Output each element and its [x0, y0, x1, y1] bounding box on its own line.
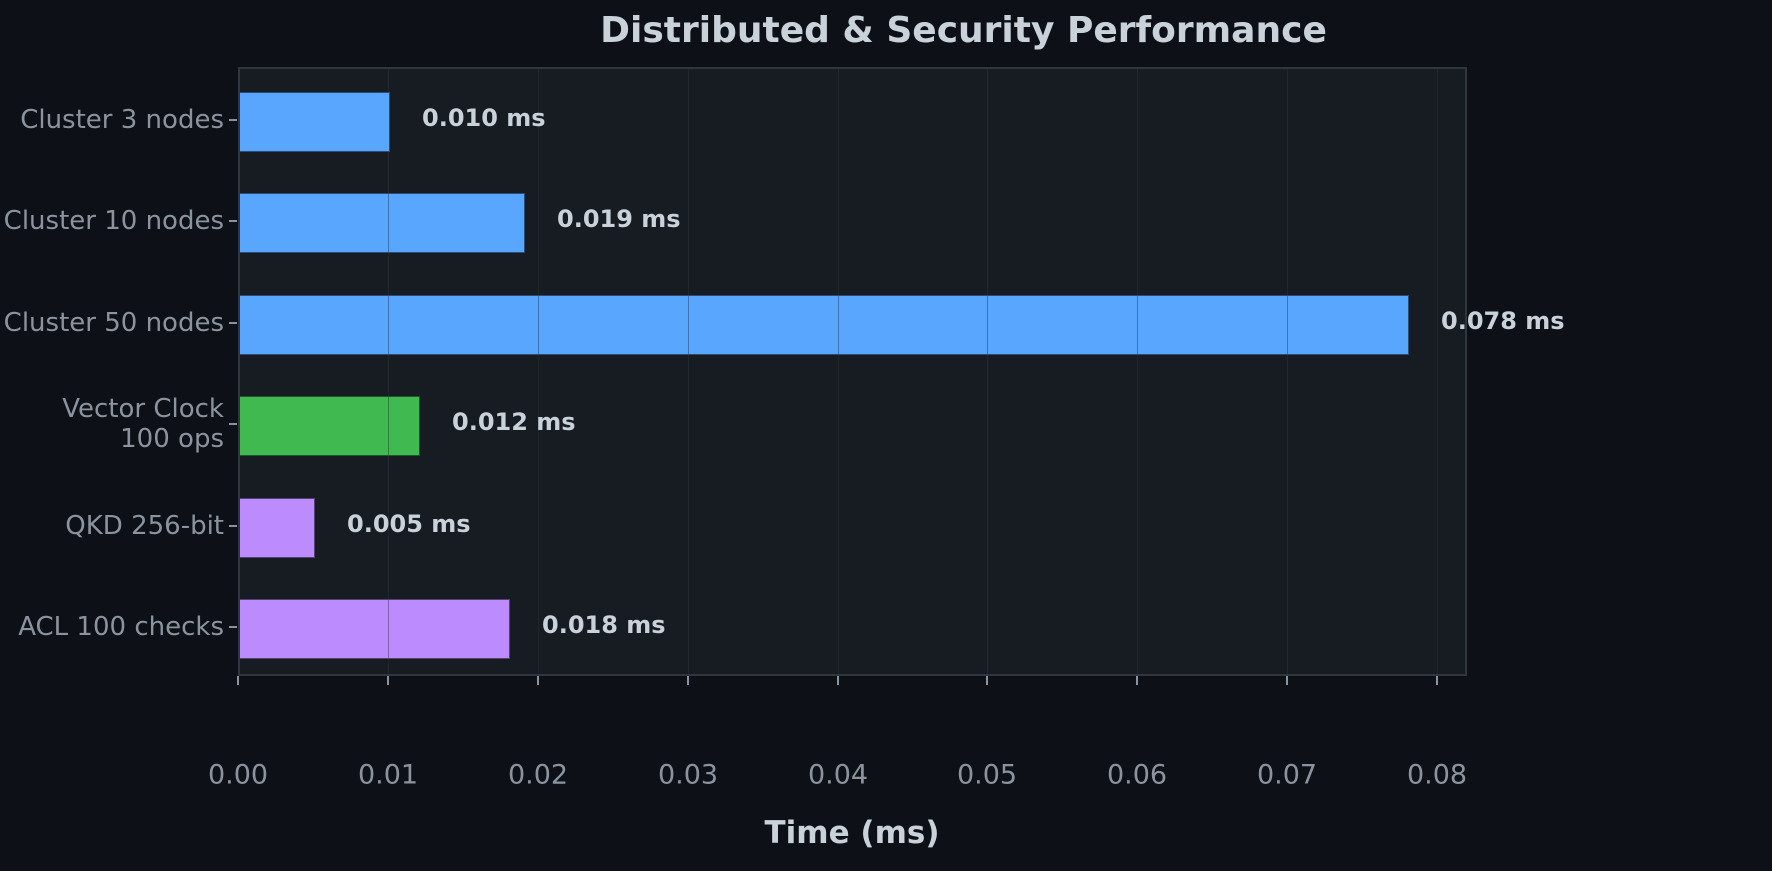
x-tick: [687, 676, 689, 685]
chart-title: Distributed & Security Performance: [600, 10, 1327, 51]
y-label-line: ACL 100 checks: [18, 612, 224, 642]
y-tick: [229, 423, 237, 425]
x-tick-label: 0.03: [657, 759, 719, 791]
y-label-line: Vector Clock: [62, 394, 224, 424]
bar-gridline: [688, 296, 689, 354]
bar-gridline: [388, 296, 389, 354]
bar-value-label: 0.005 ms: [347, 510, 471, 538]
y-category-label: ACL 100 checks: [18, 612, 224, 642]
y-category-label: Vector Clock 100 ops: [62, 394, 224, 454]
gridline: [1137, 69, 1138, 674]
bar[interactable]: [240, 599, 510, 659]
x-tick: [1286, 676, 1288, 685]
bar-value-label: 0.012 ms: [452, 408, 576, 436]
bar-gridline: [838, 296, 839, 354]
y-tick: [229, 322, 237, 324]
bar-gridline: [538, 296, 539, 354]
y-label-line: QKD 256-bit: [65, 511, 224, 541]
y-category-label: Cluster 50 nodes: [4, 308, 224, 338]
x-tick-label: 0.07: [1256, 759, 1318, 791]
x-tick-label: 0.05: [956, 759, 1018, 791]
x-tick-label: 0.01: [357, 759, 419, 791]
x-tick: [1136, 676, 1138, 685]
bar[interactable]: [240, 193, 525, 253]
bar[interactable]: [240, 92, 390, 152]
x-axis-label: Time (ms): [764, 815, 940, 851]
gridline: [1437, 69, 1438, 674]
gridline: [688, 69, 689, 674]
y-category-label: Cluster 10 nodes: [4, 206, 224, 236]
bar-gridline: [1137, 296, 1138, 354]
bar-value-label: 0.078 ms: [1441, 307, 1565, 335]
bar-value-label: 0.019 ms: [557, 205, 681, 233]
bar-value-label: 0.018 ms: [542, 611, 666, 639]
bar-gridline: [987, 296, 988, 354]
x-tick: [837, 676, 839, 685]
x-tick-label: 0.00: [207, 759, 269, 791]
y-category-label: Cluster 3 nodes: [20, 105, 224, 135]
y-tick: [229, 525, 237, 527]
gridline: [388, 69, 389, 674]
x-tick: [1436, 676, 1438, 685]
x-tick-label: 0.06: [1106, 759, 1168, 791]
bar[interactable]: [240, 498, 315, 558]
bar-value-label: 0.010 ms: [422, 104, 546, 132]
x-tick-label: 0.08: [1406, 759, 1468, 791]
bar-gridline: [1287, 296, 1288, 354]
y-label-line: Cluster 50 nodes: [3, 308, 224, 338]
x-tick: [986, 676, 988, 685]
x-tick: [387, 676, 389, 685]
bar[interactable]: [240, 295, 1409, 355]
y-category-label: QKD 256-bit: [65, 511, 224, 541]
gridline: [987, 69, 988, 674]
bar[interactable]: [240, 396, 420, 456]
gridline: [838, 69, 839, 674]
y-label-line: Cluster 3 nodes: [20, 105, 224, 135]
y-label-line: Cluster 10 nodes: [3, 206, 224, 236]
x-tick-label: 0.04: [807, 759, 869, 791]
x-tick: [537, 676, 539, 685]
gridline: [1287, 69, 1288, 674]
bar-gridline: [388, 397, 389, 455]
plot-area: [238, 67, 1467, 676]
y-label-line: 100 ops: [120, 424, 224, 454]
bar-gridline: [388, 194, 389, 252]
y-tick: [229, 119, 237, 121]
gridline: [538, 69, 539, 674]
y-tick: [229, 220, 237, 222]
x-tick-label: 0.02: [507, 759, 569, 791]
y-tick: [229, 626, 237, 628]
x-tick: [237, 676, 239, 685]
bar-gridline: [388, 600, 389, 658]
